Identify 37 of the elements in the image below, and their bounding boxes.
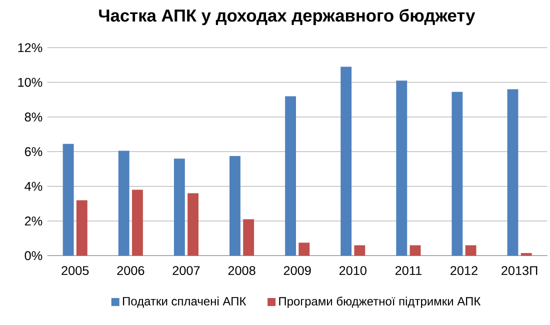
chart-title: Частка АПК у доходах державного бюджету bbox=[99, 8, 476, 26]
bar bbox=[340, 66, 352, 256]
y-tick-label: 10% bbox=[18, 78, 42, 87]
x-tick-label: 2011 bbox=[395, 266, 422, 276]
x-tick-label: 2005 bbox=[62, 266, 89, 276]
y-tick-label: 12% bbox=[18, 43, 42, 52]
legend-label: Податки сплачені АПК bbox=[122, 296, 246, 308]
legend-label: Програми бюджетної підтримки АПК bbox=[279, 296, 481, 308]
x-tick-label: 2010 bbox=[339, 266, 366, 276]
bar bbox=[507, 89, 518, 256]
bar bbox=[520, 253, 532, 256]
bar bbox=[452, 92, 463, 256]
bar bbox=[62, 144, 74, 256]
x-tick-label: 2007 bbox=[172, 266, 200, 276]
bar bbox=[298, 242, 310, 256]
bar bbox=[354, 245, 366, 256]
x-tick-label: 2006 bbox=[117, 266, 144, 276]
bar bbox=[76, 200, 88, 256]
x-tick-label: 2009 bbox=[284, 266, 311, 276]
bar bbox=[285, 96, 296, 256]
y-tick-label: 8% bbox=[24, 112, 42, 122]
bar bbox=[396, 80, 408, 256]
y-tick-label: 0% bbox=[24, 251, 42, 260]
bar bbox=[174, 158, 185, 256]
y-tick-label: 2% bbox=[24, 216, 42, 226]
bar bbox=[243, 219, 254, 256]
bar bbox=[188, 193, 198, 256]
y-tick-label: 6% bbox=[24, 147, 42, 156]
bar bbox=[230, 156, 240, 256]
x-tick-label: 2012 bbox=[450, 266, 478, 276]
bar bbox=[465, 245, 476, 256]
x-tick-label: 2008 bbox=[228, 266, 256, 276]
bar bbox=[132, 190, 143, 256]
bar bbox=[118, 150, 130, 256]
x-tick-label: 2013П bbox=[502, 266, 538, 276]
bar bbox=[410, 245, 421, 256]
y-tick-label: 4% bbox=[24, 182, 42, 191]
